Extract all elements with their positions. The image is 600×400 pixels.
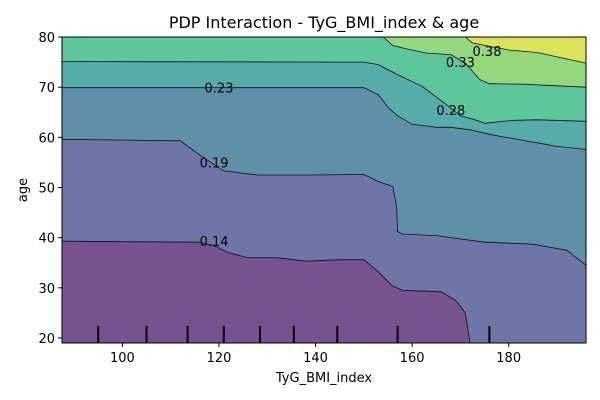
contour-band-1 [62, 139, 586, 343]
y-axis: 20 30 40 50 60 70 80 [38, 31, 62, 347]
x-tick-label: 100 [110, 351, 135, 366]
x-tick-label: 120 [207, 351, 232, 366]
plot-frame [61, 36, 587, 344]
contour-lines [62, 37, 586, 343]
contour-label-0.28: 0.28 [436, 104, 465, 119]
y-tick-label: 70 [38, 81, 55, 96]
y-tick-label: 20 [38, 332, 55, 347]
y-tick-label: 60 [38, 131, 55, 146]
contour-label-0.33: 0.33 [446, 56, 475, 71]
contour-label-0.19: 0.19 [200, 156, 229, 171]
contour-label-0.38: 0.38 [473, 45, 502, 60]
contour-line-0.38 [465, 37, 586, 64]
chart-title: PDP Interaction - TyG_BMI_index & age [169, 13, 479, 33]
contour-band-2 [62, 87, 586, 266]
x-tick-label: 160 [400, 351, 425, 366]
x-tick-label: 140 [303, 351, 328, 366]
y-tick-label: 80 [38, 31, 55, 46]
y-tick-label: 50 [38, 182, 55, 197]
contour-line-0.14 [62, 240, 471, 343]
y-tick-label: 40 [38, 232, 55, 247]
plot-area [62, 37, 586, 343]
rug-marks [97, 326, 491, 343]
y-tick-label: 30 [38, 282, 55, 297]
contour-label-0.14: 0.14 [200, 235, 229, 250]
x-axis-label: TyG_BMI_index [275, 371, 373, 386]
contour-line-0.33 [382, 37, 586, 88]
contour-line-0.23 [62, 87, 586, 150]
x-axis: 100 120 140 160 180 [110, 343, 521, 366]
contour-band-0 [62, 241, 471, 343]
contour-label-0.23: 0.23 [205, 82, 234, 97]
contour-band-6 [465, 37, 586, 64]
x-tick-label: 180 [496, 351, 521, 366]
contour-band-4 [62, 37, 586, 124]
contour-line-0.19 [62, 138, 586, 266]
contour-labels: 0.14 0.19 0.23 0.28 0.330.38 [200, 45, 502, 250]
contour-bands [62, 37, 586, 343]
contour-line-0.28 [62, 61, 586, 124]
y-axis-label: age [16, 178, 31, 202]
contour-band-5 [383, 37, 586, 88]
